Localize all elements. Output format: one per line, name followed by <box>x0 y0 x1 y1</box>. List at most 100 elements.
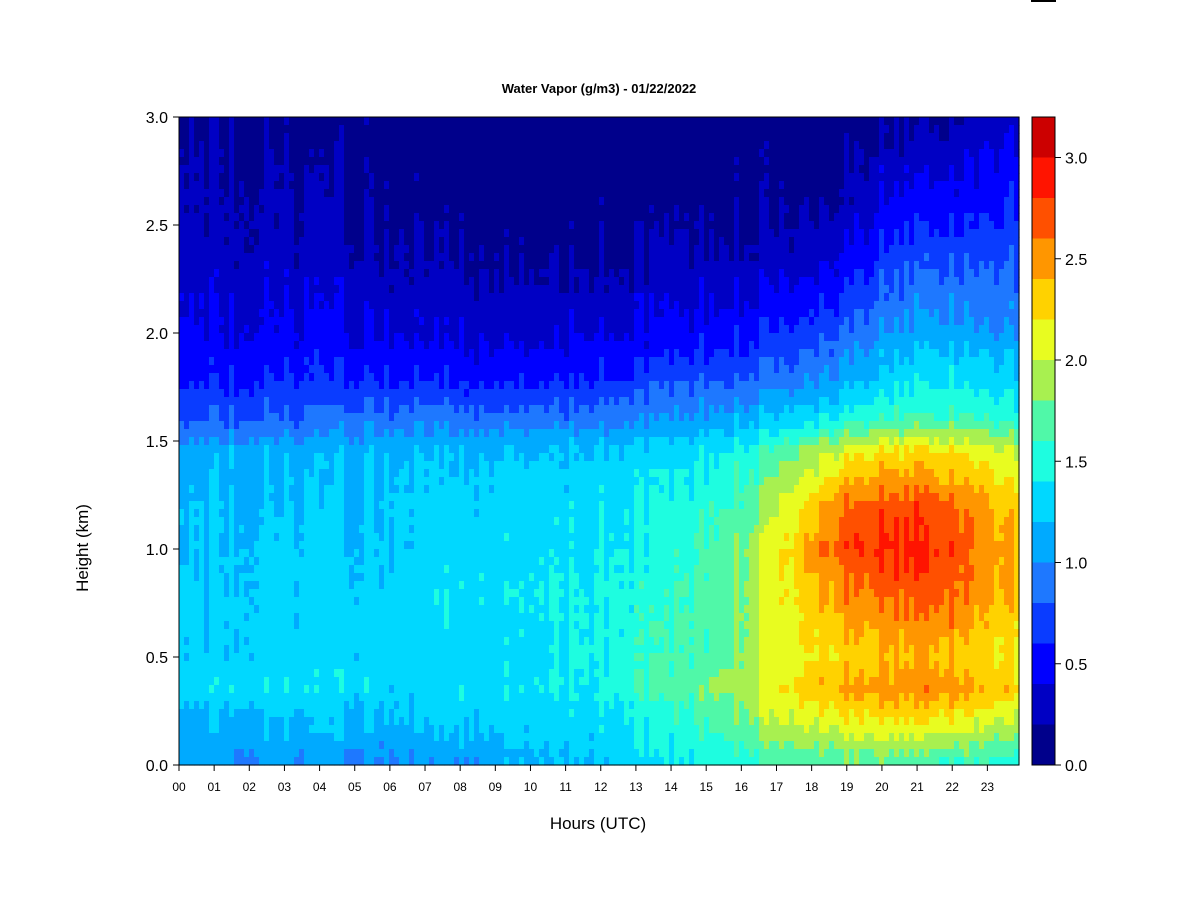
heatmap-cell <box>304 373 310 382</box>
heatmap-cell <box>324 637 330 646</box>
heatmap-cell <box>189 445 195 454</box>
heatmap-cell <box>419 261 425 270</box>
heatmap-cell <box>459 613 465 622</box>
heatmap-cell <box>309 701 315 710</box>
heatmap-cell <box>369 725 375 734</box>
heatmap-cell <box>409 541 415 550</box>
heatmap-cell <box>464 461 470 470</box>
heatmap-cell <box>234 293 240 302</box>
heatmap-cell <box>314 453 320 462</box>
heatmap-cell <box>244 373 250 382</box>
heatmap-cell <box>454 277 460 286</box>
heatmap-cell <box>179 413 185 422</box>
heatmap-cell <box>459 605 465 614</box>
heatmap-cell <box>364 565 370 574</box>
heatmap-cell <box>254 549 260 558</box>
heatmap-cell <box>389 365 395 374</box>
heatmap-cell <box>374 685 380 694</box>
heatmap-cell <box>284 645 290 654</box>
heatmap-cell <box>239 389 245 398</box>
heatmap-cell <box>449 581 455 590</box>
heatmap-cell <box>214 573 220 582</box>
heatmap-cell <box>199 477 205 486</box>
heatmap-cell <box>464 333 470 342</box>
heatmap-cell <box>279 709 285 718</box>
heatmap-cell <box>354 349 360 358</box>
heatmap-cell <box>189 613 195 622</box>
heatmap-cell <box>299 709 305 718</box>
heatmap-cell <box>229 677 235 686</box>
heatmap-cell <box>424 501 430 510</box>
heatmap-cell <box>209 325 215 334</box>
heatmap-cell <box>234 213 240 222</box>
heatmap-cell <box>304 133 310 142</box>
heatmap-cell <box>464 373 470 382</box>
heatmap-cell <box>464 213 470 222</box>
heatmap-cell <box>354 197 360 206</box>
heatmap-cell <box>219 261 225 270</box>
heatmap-cell <box>224 341 230 350</box>
heatmap-cell <box>399 477 405 486</box>
heatmap-cell <box>459 189 465 198</box>
heatmap-cell <box>199 525 205 534</box>
heatmap-cell <box>449 349 455 358</box>
heatmap-cell <box>454 485 460 494</box>
heatmap-cell <box>229 349 235 358</box>
heatmap-cell <box>369 613 375 622</box>
heatmap-cell <box>264 469 270 478</box>
heatmap-cell <box>449 757 455 766</box>
heatmap-cell <box>479 565 485 574</box>
heatmap-cell <box>274 325 280 334</box>
heatmap-cell <box>459 357 465 366</box>
heatmap-cell <box>199 133 205 142</box>
heatmap-cell <box>369 165 375 174</box>
heatmap-cell <box>229 309 235 318</box>
heatmap-cell <box>289 325 295 334</box>
heatmap-cell <box>274 405 280 414</box>
heatmap-cell <box>289 749 295 758</box>
heatmap-cell <box>259 469 265 478</box>
heatmap-cell <box>339 309 345 318</box>
heatmap-cell <box>214 477 220 486</box>
heatmap-cell <box>389 405 395 414</box>
heatmap-cell <box>444 229 450 238</box>
heatmap-cell <box>314 653 320 662</box>
heatmap-cell <box>194 709 200 718</box>
heatmap-cell <box>424 533 430 542</box>
heatmap-cell <box>299 677 305 686</box>
heatmap-cell <box>309 293 315 302</box>
heatmap-cell <box>329 421 335 430</box>
heatmap-cell <box>339 117 345 126</box>
heatmap-cell <box>184 237 190 246</box>
heatmap-cell <box>224 133 230 142</box>
heatmap-cell <box>399 221 405 230</box>
heatmap-cell <box>324 557 330 566</box>
heatmap-cell <box>259 397 265 406</box>
heatmap-cell <box>274 229 280 238</box>
heatmap-cell <box>234 605 240 614</box>
heatmap-cell <box>184 517 190 526</box>
heatmap-cell <box>414 141 420 150</box>
heatmap-cell <box>464 189 470 198</box>
heatmap-cell <box>324 597 330 606</box>
heatmap-cell <box>424 717 430 726</box>
heatmap-cell <box>289 661 295 670</box>
heatmap-cell <box>469 757 475 766</box>
heatmap-cell <box>369 581 375 590</box>
heatmap-cell <box>449 717 455 726</box>
heatmap-cell <box>209 565 215 574</box>
heatmap-cell <box>209 701 215 710</box>
heatmap-cell <box>419 709 425 718</box>
heatmap-cell <box>189 157 195 166</box>
heatmap-cell <box>419 573 425 582</box>
heatmap-cell <box>409 581 415 590</box>
heatmap-cell <box>329 125 335 134</box>
heatmap-cell <box>179 453 185 462</box>
heatmap-cell <box>444 437 450 446</box>
heatmap-cell <box>199 421 205 430</box>
heatmap-cell <box>444 365 450 374</box>
heatmap-cell <box>384 453 390 462</box>
heatmap-cell <box>209 357 215 366</box>
heatmap-cell <box>234 189 240 198</box>
heatmap-cell <box>234 229 240 238</box>
